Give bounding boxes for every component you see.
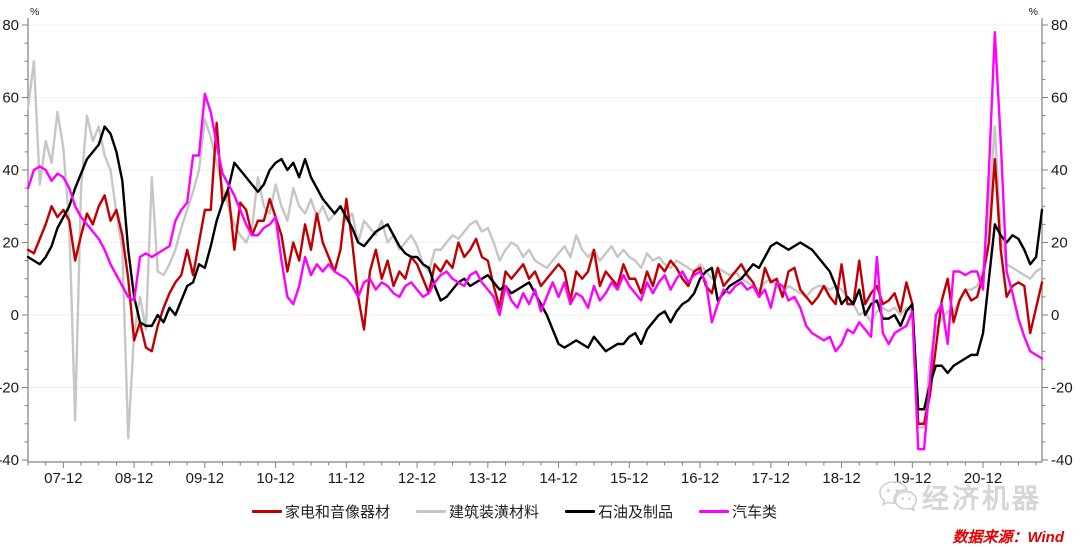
y-axis-label-left: 0 — [11, 307, 19, 324]
series-line-building — [26, 60, 1044, 440]
series-line-appliances — [26, 121, 1044, 425]
x-axis-label: 20-12 — [964, 470, 1002, 487]
y-axis-label-left: 60 — [2, 90, 19, 107]
y-axis-label-right: 60 — [1051, 90, 1068, 107]
legend: 家电和音像器材 建筑装潢材料 石油及制品 汽车类 — [252, 501, 777, 522]
y-axis-label-left: 40 — [2, 162, 19, 179]
series-line-petroleum — [26, 125, 1044, 411]
legend-item-autos: 汽车类 — [699, 501, 777, 522]
y-axis-label-left: 20 — [2, 235, 19, 252]
legend-swatch-autos — [699, 509, 730, 514]
x-axis-label: 08-12 — [115, 470, 153, 487]
legend-swatch-appliances — [252, 509, 282, 514]
legend-item-appliances: 家电和音像器材 — [252, 501, 390, 522]
legend-label-appliances: 家电和音像器材 — [285, 504, 391, 521]
x-axis-label: 16-12 — [681, 470, 719, 487]
y-axis-label-right: 40 — [1051, 162, 1068, 179]
x-axis-label: 14-12 — [539, 470, 577, 487]
x-axis-label: 11-12 — [328, 470, 365, 487]
legend-item-building: 建筑装潢材料 — [416, 501, 539, 522]
data-source-note: 数据来源：Wind — [952, 529, 1064, 546]
y-axis-label-right: -20 — [1051, 380, 1073, 397]
legend-label-petroleum: 石油及制品 — [598, 504, 674, 521]
y-axis-label-right: -40 — [1051, 452, 1073, 469]
series-line-autos — [26, 31, 1044, 451]
x-axis-label: 10-12 — [256, 470, 294, 487]
x-axis-label: 07-12 — [44, 470, 82, 487]
x-axis-label: 12-12 — [398, 470, 436, 487]
x-axis-label: 19-12 — [893, 470, 931, 487]
y-axis-label-left: 80 — [2, 17, 19, 34]
x-axis-label: 09-12 — [186, 470, 224, 487]
x-axis-label: 17-12 — [752, 470, 790, 487]
y-axis-label-right: 80 — [1051, 17, 1068, 34]
x-axis-label: 15-12 — [610, 470, 648, 487]
legend-swatch-petroleum — [565, 509, 596, 514]
y-axis-label-left: -40 — [0, 452, 19, 469]
legend-swatch-building — [416, 509, 447, 514]
y-axis-label-right: 0 — [1051, 307, 1059, 324]
y-axis-label-right: 20 — [1051, 235, 1068, 252]
x-axis-label: 13-12 — [469, 470, 507, 487]
axis-unit-label: % — [30, 6, 39, 18]
x-axis-label: 18-12 — [822, 470, 860, 487]
axis-unit-label: % — [1029, 6, 1038, 18]
legend-item-petroleum: 石油及制品 — [565, 501, 673, 522]
legend-label-autos: 汽车类 — [732, 504, 778, 521]
y-axis-label-left: -20 — [0, 380, 19, 397]
legend-label-building: 建筑装潢材料 — [449, 504, 540, 521]
